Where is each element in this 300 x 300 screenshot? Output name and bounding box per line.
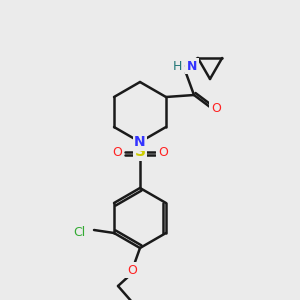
Text: H: H <box>172 59 182 73</box>
Text: S: S <box>134 145 146 160</box>
Text: N: N <box>187 59 197 73</box>
Text: O: O <box>112 146 122 158</box>
Text: O: O <box>158 146 168 158</box>
Text: N: N <box>134 135 146 149</box>
Text: O: O <box>127 263 137 277</box>
Text: O: O <box>211 103 221 116</box>
Text: Cl: Cl <box>73 226 85 238</box>
